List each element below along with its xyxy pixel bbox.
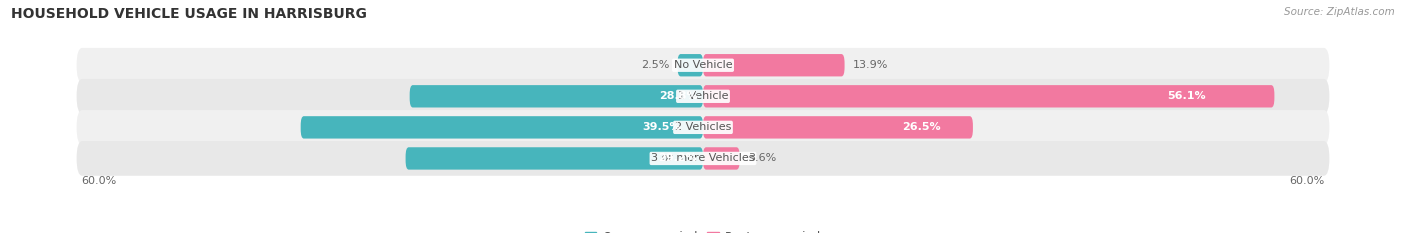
FancyBboxPatch shape: [301, 116, 703, 139]
Text: 2.5%: 2.5%: [641, 60, 669, 70]
Text: Source: ZipAtlas.com: Source: ZipAtlas.com: [1284, 7, 1395, 17]
Text: 26.5%: 26.5%: [901, 122, 941, 132]
Text: 29.2%: 29.2%: [658, 154, 697, 163]
Text: 60.0%: 60.0%: [82, 176, 117, 186]
Legend: Owner-occupied, Renter-occupied: Owner-occupied, Renter-occupied: [579, 226, 827, 233]
FancyBboxPatch shape: [409, 85, 703, 107]
FancyBboxPatch shape: [703, 85, 1274, 107]
Text: No Vehicle: No Vehicle: [673, 60, 733, 70]
Text: 2 Vehicles: 2 Vehicles: [675, 122, 731, 132]
Text: 28.8%: 28.8%: [659, 91, 697, 101]
FancyBboxPatch shape: [703, 147, 740, 170]
Text: 13.9%: 13.9%: [852, 60, 889, 70]
FancyBboxPatch shape: [76, 48, 1330, 82]
FancyBboxPatch shape: [76, 110, 1330, 145]
Text: HOUSEHOLD VEHICLE USAGE IN HARRISBURG: HOUSEHOLD VEHICLE USAGE IN HARRISBURG: [11, 7, 367, 21]
Text: 60.0%: 60.0%: [1289, 176, 1324, 186]
Text: 3.6%: 3.6%: [748, 154, 776, 163]
Text: 39.5%: 39.5%: [643, 122, 681, 132]
FancyBboxPatch shape: [703, 116, 973, 139]
FancyBboxPatch shape: [76, 141, 1330, 176]
Text: 1 Vehicle: 1 Vehicle: [678, 91, 728, 101]
FancyBboxPatch shape: [678, 54, 703, 76]
FancyBboxPatch shape: [405, 147, 703, 170]
FancyBboxPatch shape: [76, 79, 1330, 114]
FancyBboxPatch shape: [703, 54, 845, 76]
Text: 56.1%: 56.1%: [1167, 91, 1206, 101]
Text: 3 or more Vehicles: 3 or more Vehicles: [651, 154, 755, 163]
